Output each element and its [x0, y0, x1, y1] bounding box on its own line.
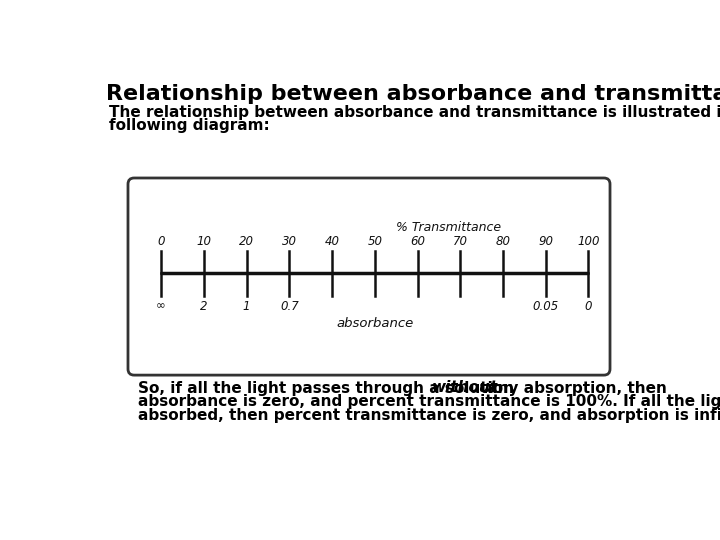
Text: ∞: ∞ [156, 300, 166, 313]
Text: 90: 90 [539, 235, 553, 248]
Text: following diagram:: following diagram: [109, 118, 269, 133]
Text: So, if all the light passes through a solution: So, if all the light passes through a so… [138, 381, 519, 395]
Text: 20: 20 [239, 235, 254, 248]
Text: 10: 10 [197, 235, 212, 248]
Text: absorbance: absorbance [336, 318, 413, 330]
Text: absorbance is zero, and percent transmittance is 100%. If all the light is: absorbance is zero, and percent transmit… [138, 394, 720, 409]
FancyBboxPatch shape [128, 178, 610, 375]
Text: 70: 70 [453, 235, 468, 248]
Text: 0.7: 0.7 [280, 300, 299, 313]
Text: 50: 50 [367, 235, 382, 248]
Text: 30: 30 [282, 235, 297, 248]
Text: any absorption, then: any absorption, then [482, 381, 667, 395]
Text: The relationship between absorbance and transmittance is illustrated in the: The relationship between absorbance and … [109, 105, 720, 120]
Text: 80: 80 [495, 235, 510, 248]
Text: 1: 1 [243, 300, 251, 313]
Text: 60: 60 [410, 235, 425, 248]
Text: 100: 100 [577, 235, 600, 248]
Text: without: without [431, 381, 498, 395]
Text: 2: 2 [200, 300, 207, 313]
Text: % Transmittance: % Transmittance [396, 221, 501, 234]
Text: absorbed, then percent transmittance is zero, and absorption is infinite.: absorbed, then percent transmittance is … [138, 408, 720, 423]
Text: Relationship between absorbance and transmittance: Relationship between absorbance and tran… [106, 84, 720, 104]
Text: 40: 40 [325, 235, 340, 248]
Text: 0: 0 [585, 300, 593, 313]
Text: 0.05: 0.05 [533, 300, 559, 313]
Text: 0: 0 [158, 235, 165, 248]
